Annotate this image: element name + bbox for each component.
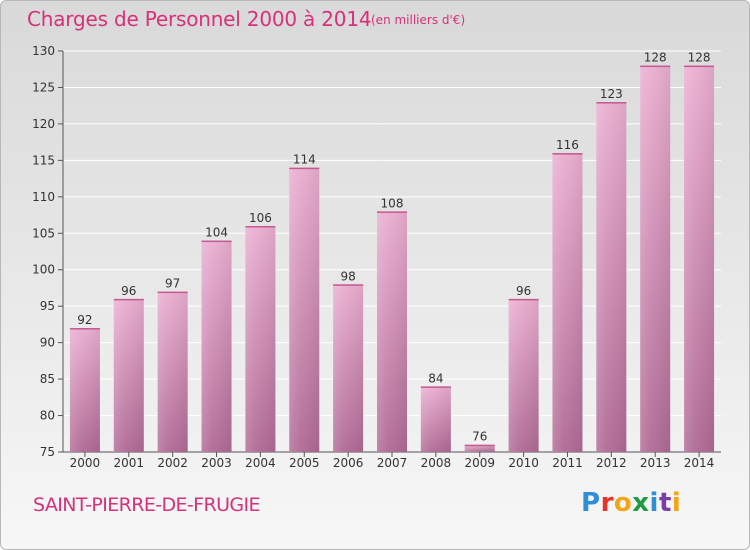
data-label: 98 — [340, 269, 355, 283]
data-label: 116 — [556, 138, 579, 152]
data-label: 76 — [472, 430, 487, 444]
logo-letter: r — [600, 488, 614, 518]
x-tick-label: 2006 — [333, 456, 364, 470]
bar-top-edge — [69, 328, 100, 330]
chart-unit-note: (en milliers d'€) — [371, 13, 466, 27]
bar-sheen — [201, 240, 232, 452]
bar-sheen — [69, 328, 100, 452]
x-tick-label: 2014 — [684, 456, 715, 470]
y-tick-label: 110 — [32, 190, 55, 204]
bar-top-edge — [508, 298, 539, 301]
y-tick-label: 120 — [32, 117, 55, 131]
bar-sheen — [157, 291, 188, 452]
y-tick-label: 75 — [40, 445, 55, 459]
bar-top-edge — [245, 225, 276, 228]
x-tick-label: 2001 — [114, 456, 145, 470]
x-tick-label: 2002 — [157, 456, 188, 470]
y-tick-label: 130 — [32, 44, 55, 58]
bar-sheen — [640, 65, 671, 452]
y-tick-label: 105 — [32, 226, 55, 240]
data-label: 106 — [249, 211, 272, 225]
x-tick-label: 2010 — [508, 456, 539, 470]
logo-letter: o — [613, 488, 633, 518]
bar-top-edge — [684, 65, 715, 68]
bar-top-edge — [552, 153, 583, 155]
y-tick-label: 85 — [40, 372, 55, 386]
bar-top-edge — [420, 386, 451, 388]
bar-sheen — [464, 444, 495, 452]
bar-top-edge — [596, 102, 627, 104]
x-tick-label: 2003 — [201, 456, 232, 470]
bar-sheen — [684, 65, 715, 452]
proxiti-logo: Proxiti — [581, 488, 681, 518]
y-tick-label: 80 — [40, 409, 55, 423]
logo-letter: i — [649, 488, 659, 518]
bar-sheen — [333, 284, 364, 452]
bar-top-edge — [640, 65, 671, 68]
x-tick-label: 2008 — [421, 456, 452, 470]
x-tick-label: 2007 — [377, 456, 408, 470]
data-labels: 92 96 97 104 106 114 98 108 84 76 96 116 123 128 128 — [77, 51, 710, 444]
bar-sheen — [245, 225, 276, 452]
data-label: 96 — [516, 284, 531, 298]
data-label: 84 — [428, 371, 443, 385]
bar-sheen — [289, 167, 320, 452]
x-tick-label: 2009 — [464, 456, 495, 470]
data-label: 96 — [121, 284, 136, 298]
y-tick-label: 125 — [32, 80, 55, 94]
data-label: 97 — [165, 277, 180, 291]
bar-sheen — [420, 386, 451, 452]
bar-sheen — [596, 102, 627, 452]
commune-name: SAINT-PIERRE-DE-FRUGIE — [33, 494, 261, 516]
data-label: 128 — [688, 51, 711, 65]
x-tick-label: 2012 — [596, 456, 627, 470]
data-label: 128 — [644, 51, 667, 65]
data-label: 92 — [77, 313, 92, 327]
x-tick-label: 2000 — [70, 456, 101, 470]
bar-sheen — [508, 298, 539, 452]
data-label: 123 — [600, 87, 623, 101]
logo-letter: t — [658, 488, 672, 518]
y-tick-label: 90 — [40, 336, 55, 350]
bars — [69, 65, 715, 452]
y-tick-label: 115 — [32, 153, 55, 167]
bar-top-edge — [377, 211, 407, 213]
bar-top-edge — [113, 298, 144, 301]
chart-title: Charges de Personnel 2000 à 2014 — [27, 7, 372, 31]
data-label: 108 — [381, 196, 404, 210]
x-tick-label: 2004 — [245, 456, 276, 470]
y-tick-label: 100 — [32, 263, 55, 277]
logo-letter: i — [671, 488, 682, 518]
data-label: 114 — [293, 153, 316, 167]
logo-letter: P — [581, 488, 601, 518]
bar-top-edge — [333, 284, 364, 286]
x-tick-label: 2005 — [289, 456, 320, 470]
data-label: 104 — [205, 226, 228, 240]
bar-top-edge — [157, 291, 188, 294]
bar-sheen — [377, 211, 407, 452]
x-tick-label: 2011 — [552, 456, 583, 470]
bar-sheen — [552, 153, 583, 452]
bar-sheen — [113, 298, 144, 452]
y-tick-label: 95 — [40, 299, 55, 313]
bar-top-edge — [201, 240, 232, 243]
bar-top-edge — [289, 167, 320, 170]
logo-letter: x — [632, 488, 650, 518]
bar-top-edge — [464, 444, 495, 447]
x-tick-label: 2013 — [640, 456, 671, 470]
